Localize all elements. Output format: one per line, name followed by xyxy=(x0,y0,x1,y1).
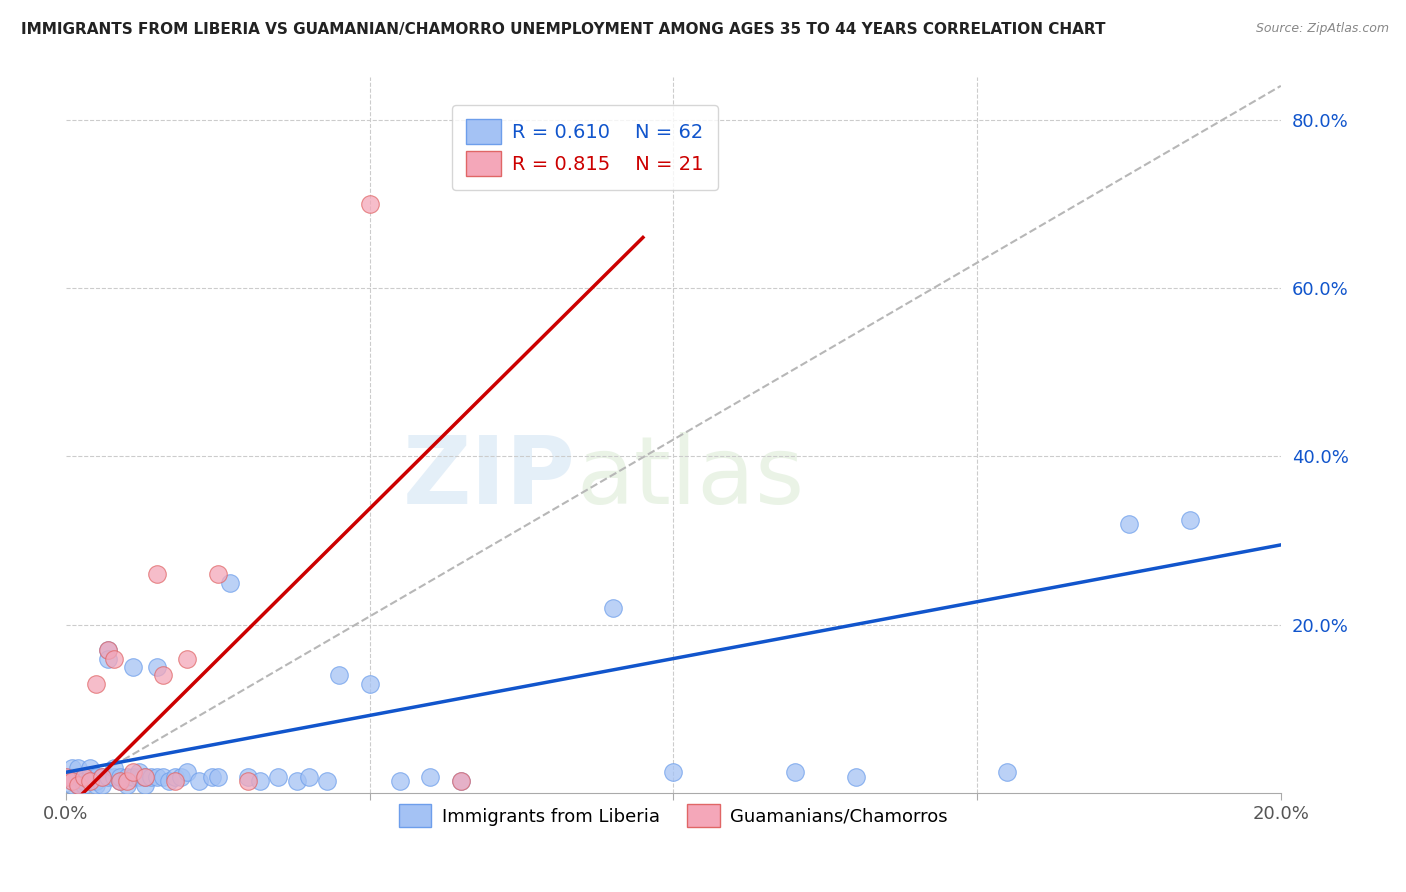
Point xyxy=(328,668,350,682)
Point xyxy=(170,770,193,784)
Point xyxy=(91,778,114,792)
Point xyxy=(218,575,240,590)
Point xyxy=(79,761,101,775)
Point xyxy=(115,770,138,784)
Point xyxy=(146,660,169,674)
Point xyxy=(249,773,271,788)
Point xyxy=(60,770,83,784)
Point xyxy=(1118,516,1140,531)
Point xyxy=(66,778,89,792)
Point xyxy=(267,770,290,784)
Point xyxy=(207,770,229,784)
Point xyxy=(450,773,472,788)
Point xyxy=(128,770,150,784)
Point xyxy=(388,773,411,788)
Point xyxy=(91,770,114,784)
Point xyxy=(1178,513,1201,527)
Point xyxy=(845,770,868,784)
Point xyxy=(91,770,114,784)
Point xyxy=(176,651,198,665)
Point xyxy=(103,651,125,665)
Text: ZIP: ZIP xyxy=(404,433,576,524)
Point xyxy=(316,773,339,788)
Point xyxy=(298,770,321,784)
Point xyxy=(66,761,89,775)
Point xyxy=(201,770,224,784)
Point xyxy=(84,677,107,691)
Point xyxy=(128,765,150,780)
Point xyxy=(419,770,441,784)
Point xyxy=(146,567,169,582)
Text: atlas: atlas xyxy=(576,433,804,524)
Point xyxy=(115,773,138,788)
Point xyxy=(73,770,96,784)
Point xyxy=(97,651,120,665)
Point xyxy=(152,668,174,682)
Point xyxy=(60,761,83,775)
Point xyxy=(359,196,381,211)
Point xyxy=(79,773,101,788)
Point xyxy=(285,773,308,788)
Text: IMMIGRANTS FROM LIBERIA VS GUAMANIAN/CHAMORRO UNEMPLOYMENT AMONG AGES 35 TO 44 Y: IMMIGRANTS FROM LIBERIA VS GUAMANIAN/CHA… xyxy=(21,22,1105,37)
Point xyxy=(84,778,107,792)
Point xyxy=(134,770,156,784)
Point xyxy=(55,770,77,784)
Point xyxy=(236,773,259,788)
Point xyxy=(783,765,806,780)
Point xyxy=(97,643,120,657)
Point xyxy=(146,770,169,784)
Point xyxy=(359,677,381,691)
Point xyxy=(662,765,685,780)
Point xyxy=(110,770,132,784)
Point xyxy=(165,770,187,784)
Point xyxy=(79,770,101,784)
Point xyxy=(121,660,143,674)
Point xyxy=(103,761,125,775)
Point xyxy=(66,770,89,784)
Point xyxy=(134,778,156,792)
Point xyxy=(157,773,180,788)
Point xyxy=(60,773,83,788)
Point xyxy=(60,778,83,792)
Point xyxy=(236,770,259,784)
Point xyxy=(450,773,472,788)
Point xyxy=(73,773,96,788)
Point xyxy=(110,773,132,788)
Point xyxy=(97,643,120,657)
Point xyxy=(84,773,107,788)
Point xyxy=(84,770,107,784)
Point xyxy=(165,773,187,788)
Point xyxy=(110,773,132,788)
Point xyxy=(73,778,96,792)
Point xyxy=(207,567,229,582)
Point xyxy=(55,770,77,784)
Point xyxy=(121,765,143,780)
Point xyxy=(152,770,174,784)
Point xyxy=(997,765,1019,780)
Point xyxy=(66,778,89,792)
Text: Source: ZipAtlas.com: Source: ZipAtlas.com xyxy=(1256,22,1389,36)
Point xyxy=(103,770,125,784)
Point xyxy=(115,778,138,792)
Point xyxy=(134,770,156,784)
Point xyxy=(139,770,162,784)
Point xyxy=(176,765,198,780)
Point xyxy=(188,773,211,788)
Point xyxy=(602,601,624,615)
Point xyxy=(121,770,143,784)
Point xyxy=(73,770,96,784)
Legend: Immigrants from Liberia, Guamanians/Chamorros: Immigrants from Liberia, Guamanians/Cham… xyxy=(391,797,955,834)
Point xyxy=(97,770,120,784)
